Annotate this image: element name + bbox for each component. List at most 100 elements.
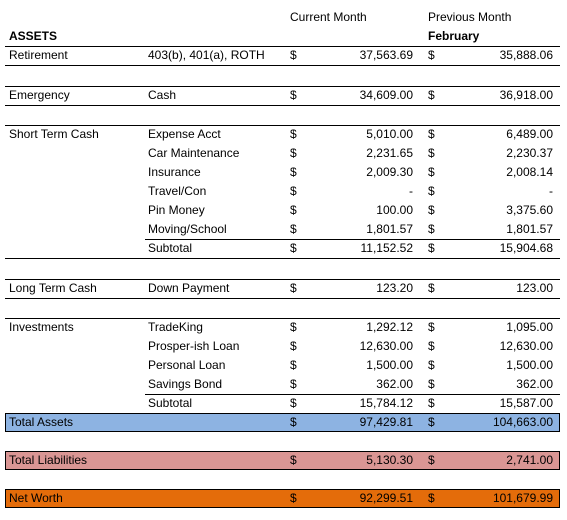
previous-amount: -	[549, 184, 553, 198]
column-header: Current Month	[290, 10, 367, 24]
row-detail: Insurance	[148, 165, 201, 179]
currency-symbol: $	[290, 396, 297, 410]
border-line	[5, 46, 560, 47]
currency-symbol: $	[290, 203, 297, 217]
current-amount: 37,563.69	[359, 48, 413, 62]
section-title: ASSETS	[9, 29, 58, 43]
previous-amount: 1,095.00	[506, 320, 553, 334]
currency-symbol: $	[290, 339, 297, 353]
row-detail: TradeKing	[148, 320, 203, 334]
current-amount: 1,801.57	[366, 222, 413, 236]
row-detail: Prosper-ish Loan	[148, 339, 240, 353]
currency-symbol: $	[428, 396, 435, 410]
currency-symbol: $	[428, 339, 435, 353]
row-detail: Expense Acct	[148, 127, 221, 141]
border-line	[5, 258, 560, 259]
previous-amount: 104,663.00	[492, 415, 553, 429]
currency-symbol: $	[428, 88, 435, 102]
previous-amount: 36,918.00	[499, 88, 553, 102]
currency-symbol: $	[428, 491, 435, 505]
current-amount: -	[409, 184, 413, 198]
currency-symbol: $	[428, 165, 435, 179]
row-detail: Personal Loan	[148, 358, 226, 372]
previous-amount: 1,801.57	[506, 222, 553, 236]
current-amount: 34,609.00	[359, 88, 413, 102]
current-amount: 2,231.65	[366, 146, 413, 160]
border-line	[5, 318, 560, 319]
currency-symbol: $	[428, 281, 435, 295]
currency-symbol: $	[290, 320, 297, 334]
previous-amount: 15,587.00	[499, 396, 553, 410]
current-amount: 5,010.00	[366, 127, 413, 141]
previous-amount: 123.00	[516, 281, 553, 295]
currency-symbol: $	[428, 358, 435, 372]
currency-symbol: $	[290, 377, 297, 391]
currency-symbol: $	[290, 491, 297, 505]
currency-symbol: $	[428, 203, 435, 217]
previous-amount: 2,741.00	[506, 453, 553, 467]
row-detail: Subtotal	[148, 396, 193, 410]
currency-symbol: $	[290, 358, 297, 372]
current-amount: 92,299.51	[359, 491, 413, 505]
border-line	[145, 394, 560, 395]
currency-symbol: $	[428, 48, 435, 62]
current-amount: 100.00	[376, 203, 413, 217]
currency-symbol: $	[428, 222, 435, 236]
currency-symbol: $	[290, 241, 297, 255]
currency-symbol: $	[428, 320, 435, 334]
row-detail: Subtotal	[148, 241, 193, 255]
currency-symbol: $	[428, 127, 435, 141]
total-label: Net Worth	[9, 491, 63, 505]
total-label: Total Assets	[9, 415, 74, 429]
current-amount: 97,429.81	[359, 415, 413, 429]
current-amount: 11,152.52	[360, 241, 414, 255]
currency-symbol: $	[290, 127, 297, 141]
current-amount: 123.20	[376, 281, 413, 295]
current-amount: 362.00	[376, 377, 413, 391]
row-detail: 403(b), 401(a), ROTH	[148, 48, 265, 62]
previous-amount: 1,500.00	[506, 358, 553, 372]
previous-amount: 2,008.14	[506, 165, 553, 179]
current-amount: 2,009.30	[366, 165, 413, 179]
currency-symbol: $	[290, 415, 297, 429]
border-line	[5, 65, 560, 66]
previous-amount: 12,630.00	[499, 339, 553, 353]
currency-symbol: $	[290, 281, 297, 295]
row-detail: Pin Money	[148, 203, 205, 217]
previous-amount: 15,904.68	[499, 241, 553, 255]
row-detail: Down Payment	[148, 281, 230, 295]
currency-symbol: $	[290, 453, 297, 467]
currency-symbol: $	[290, 146, 297, 160]
total-row	[5, 413, 560, 432]
previous-amount: 6,489.00	[506, 127, 553, 141]
total-label: Total Liabilities	[9, 453, 88, 467]
currency-symbol: $	[290, 222, 297, 236]
row-label: Investments	[9, 320, 74, 334]
current-amount: 5,130.30	[366, 453, 413, 467]
current-amount: 1,292.12	[366, 320, 413, 334]
column-header: Previous Month	[428, 10, 512, 24]
border-line	[5, 105, 560, 106]
currency-symbol: $	[290, 88, 297, 102]
previous-amount: 362.00	[516, 377, 553, 391]
currency-symbol: $	[428, 184, 435, 198]
currency-symbol: $	[290, 165, 297, 179]
border-line	[5, 125, 560, 126]
total-row	[5, 451, 560, 470]
current-amount: 15,784.12	[359, 396, 413, 410]
currency-symbol: $	[428, 453, 435, 467]
row-label: Short Term Cash	[9, 127, 99, 141]
row-detail: Cash	[148, 88, 177, 102]
currency-symbol: $	[428, 415, 435, 429]
row-detail: Car Maintenance	[148, 146, 240, 160]
currency-symbol: $	[428, 377, 435, 391]
previous-amount: 2,230.37	[506, 146, 553, 160]
row-label: Emergency	[9, 88, 70, 102]
previous-amount: 101,679.99	[492, 491, 553, 505]
border-line	[5, 279, 560, 280]
row-label: Retirement	[9, 48, 68, 62]
row-detail: Moving/School	[148, 222, 227, 236]
row-label: Long Term Cash	[9, 281, 97, 295]
previous-amount: 35,888.06	[499, 48, 553, 62]
row-detail: Savings Bond	[148, 377, 223, 391]
